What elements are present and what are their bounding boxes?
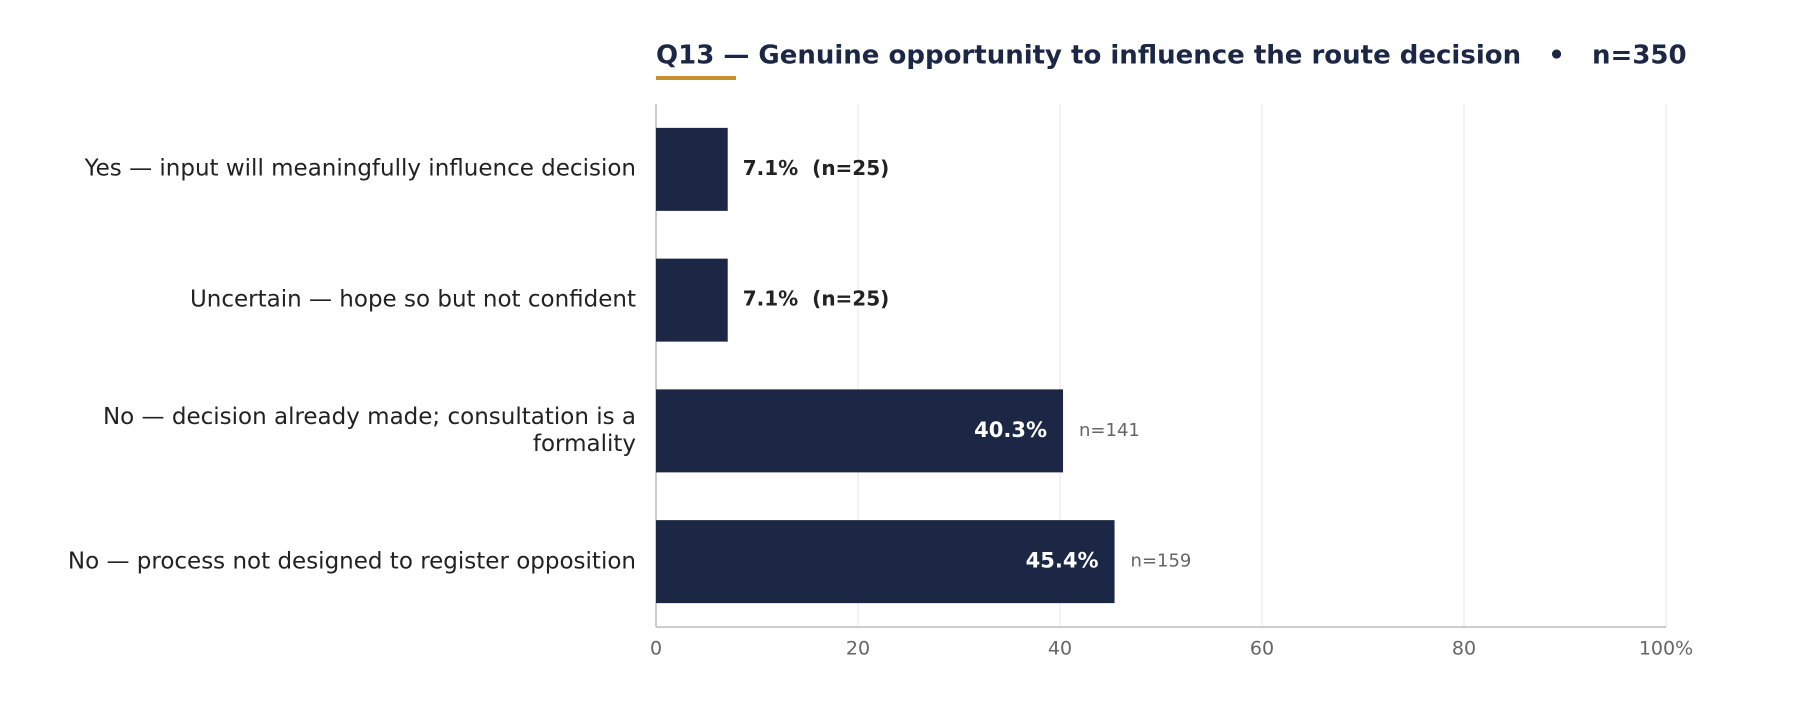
bar [656, 127, 728, 211]
value-label: 7.1% [743, 156, 798, 180]
x-tick-label: 60 [1250, 638, 1274, 660]
y-tick-label: No — decision already made; consultation… [102, 403, 636, 457]
value-label: 40.3% [974, 418, 1047, 442]
y-tick-label: Yes — input will meaningfully influence … [84, 155, 636, 182]
y-tick-label: Uncertain — hope so but not confident [189, 286, 636, 313]
bar [656, 258, 728, 342]
x-tick-label: 40 [1048, 638, 1072, 660]
x-tick-label: 100% [1639, 638, 1693, 660]
x-tick-label: 0 [650, 638, 662, 660]
x-tick-label: 20 [846, 638, 870, 660]
x-tick-label: 80 [1452, 638, 1476, 660]
count-label: (n=25) [812, 156, 889, 180]
count-label: (n=25) [812, 287, 889, 311]
bar [656, 520, 1115, 604]
bar [656, 389, 1064, 473]
count-label: n=141 [1079, 420, 1140, 441]
chart-title: Q13 — Genuine opportunity to influence t… [656, 41, 1687, 71]
title-underline [656, 76, 736, 80]
value-label: 45.4% [1026, 549, 1099, 573]
count-label: n=159 [1131, 551, 1192, 572]
value-label: 7.1% [743, 287, 798, 311]
y-tick-label: No — process not designed to register op… [67, 548, 636, 575]
